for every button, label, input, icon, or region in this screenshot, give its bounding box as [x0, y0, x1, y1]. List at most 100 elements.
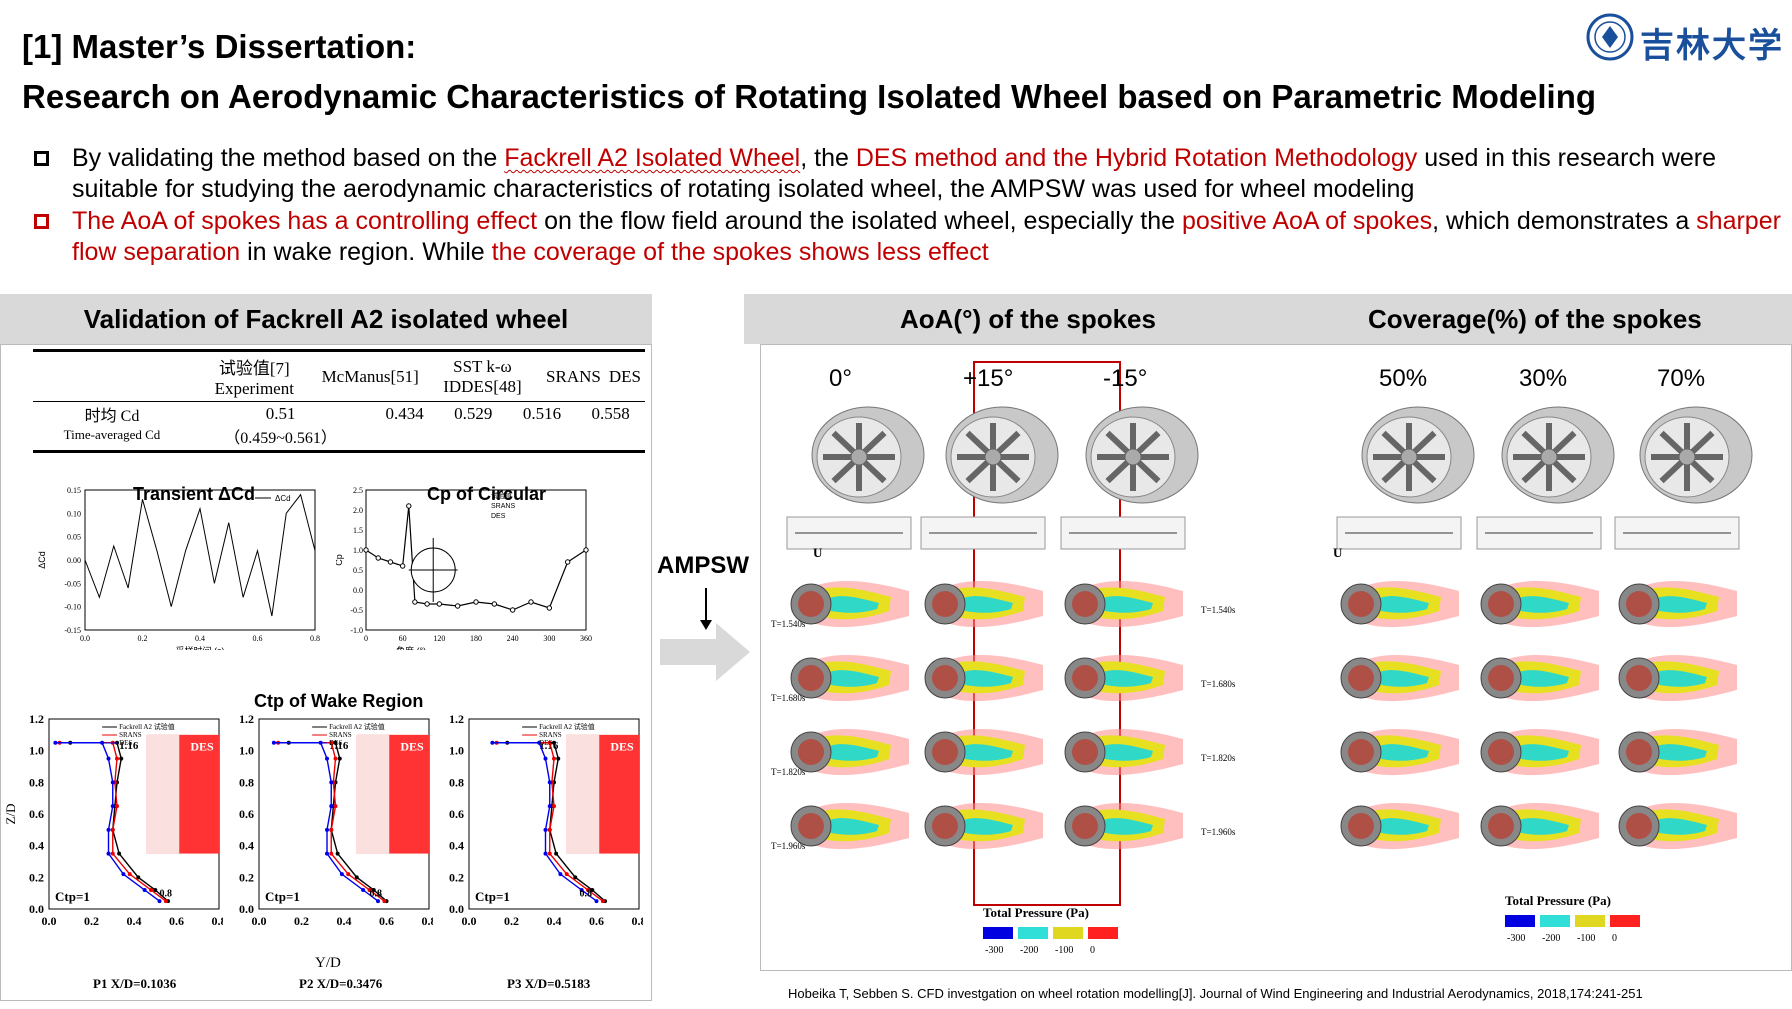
flow-region-cyan — [1649, 744, 1707, 761]
time-label: T=1.960s — [1201, 827, 1236, 837]
table-header: SRANS — [546, 366, 601, 386]
y-tick-label: 0.4 — [239, 839, 254, 853]
wheel-model — [1639, 406, 1753, 504]
column-label: -15° — [1103, 365, 1148, 392]
value-08-label: 0.8 — [580, 888, 593, 899]
x-tick-label: 0.4 — [195, 634, 205, 643]
coverage-heading: Coverage(%) of the spokes — [1368, 304, 1702, 334]
flow-region-cyan — [955, 670, 1013, 687]
legend-title: Total Pressure (Pa) — [1505, 893, 1611, 908]
flow-region-cyan — [1371, 744, 1429, 761]
data-point — [329, 740, 334, 745]
data-point — [509, 607, 516, 613]
data-point — [376, 899, 380, 904]
table-cell: 0.516 — [522, 404, 562, 423]
column-label: 0° — [829, 365, 852, 392]
wheel-inner — [798, 813, 824, 839]
wheel-inner — [1348, 739, 1374, 765]
wheel-inner — [932, 813, 958, 839]
legend-tick: -300 — [1507, 933, 1526, 944]
data-point — [547, 804, 552, 809]
series-line — [55, 742, 160, 902]
legend-swatch — [983, 927, 1013, 939]
wheel-inner — [1488, 591, 1514, 617]
x-tick-label: 0.8 — [310, 634, 320, 643]
data-point — [547, 740, 552, 745]
data-point — [594, 899, 599, 904]
flow-region-cyan — [1371, 596, 1429, 613]
data-point — [106, 827, 111, 832]
legend-label: SRANS — [539, 731, 562, 739]
legend-swatch — [1575, 915, 1605, 927]
y-tick-label: 0.0 — [29, 902, 44, 916]
citation: Hobeika T, Sebben S. CFD investgation on… — [788, 986, 1643, 1001]
series-line — [273, 742, 379, 902]
legend-swatch — [1505, 915, 1535, 927]
x-tick-label: 0.8 — [632, 914, 644, 928]
wheel-hub — [984, 448, 1002, 466]
wheel-hub — [1124, 448, 1142, 466]
x-tick-label: 0.4 — [547, 914, 562, 928]
transient-cd-chart: 0.15 0.10 0.05 0.00 -0.05 -0.10 -0.150.0 0.2 0.4… — [37, 486, 320, 650]
y-tick-label: 1.0 — [449, 744, 464, 758]
wheel-inner — [1626, 739, 1652, 765]
flow-field-image — [1340, 803, 1459, 850]
highlight-box — [973, 361, 1121, 906]
data-point — [382, 899, 387, 904]
time-label: T=1.960s — [771, 841, 806, 851]
value-08-label: 0.8 — [160, 888, 173, 899]
legend-label: Fackrell A2 试验值 — [539, 722, 595, 731]
data-point — [115, 756, 119, 761]
time-label: T=1.540s — [771, 619, 806, 629]
ctp-label: Ctp=1 — [475, 889, 510, 904]
title-line-2: Research on Aerodynamic Characteristics … — [22, 78, 1597, 115]
legend-label: Fackrell A2 试验值 — [119, 722, 175, 731]
x-axis-label: 角度 (°) — [396, 645, 426, 650]
y-tick-label: 2.5 — [353, 486, 363, 495]
x-tick-label: 0.8 — [212, 914, 224, 928]
seal-icon — [1586, 13, 1634, 61]
time-label: T=1.820s — [1201, 753, 1236, 763]
wheel-inner — [1072, 739, 1098, 765]
flow-region-cyan — [1095, 818, 1153, 835]
table-header: 试验值[7] Experiment — [214, 359, 294, 398]
data-point — [473, 599, 479, 605]
ctp-label: Ctp=1 — [265, 889, 300, 904]
x-tick-label: 0.2 — [84, 914, 99, 928]
y-tick-label: -1.0 — [350, 626, 363, 635]
legend-title: Total Pressure (Pa) — [983, 905, 1089, 920]
wheel-side-view — [1060, 516, 1186, 550]
data-point — [117, 851, 122, 856]
flow-region-cyan — [1511, 818, 1569, 835]
x-tick-label: 0 — [364, 634, 368, 643]
y-tick-label: 0.8 — [239, 775, 254, 789]
series-line — [278, 742, 385, 902]
x-tick-label: 0.6 — [169, 914, 184, 928]
flow-field-image — [924, 803, 1043, 850]
p2-label: P2 X/D=0.3476 — [299, 976, 383, 991]
legend-label: ΔCd — [275, 494, 291, 503]
bullet-1: By validating the method based on the Fa… — [34, 143, 1784, 205]
legend-tick: -200 — [1020, 945, 1039, 956]
wheel-inner — [932, 739, 958, 765]
wheel-model — [1085, 406, 1199, 504]
des-inset-label: DES — [400, 740, 424, 754]
legend-label: SRANS — [491, 503, 515, 510]
legend-label: Fackrell A2 试验值 — [329, 722, 385, 731]
data-point — [454, 603, 461, 609]
wheel-inner — [1626, 591, 1652, 617]
data-point — [586, 888, 590, 892]
data-point — [583, 547, 589, 553]
y-tick-label: -0.15 — [64, 626, 81, 635]
x-tick-label: 0.6 — [589, 914, 604, 928]
legend-tick: 0 — [1612, 933, 1617, 944]
chart-title-ctp: Ctp of Wake Region — [254, 691, 424, 711]
data-point — [375, 555, 381, 561]
table-cell: 0.434 — [385, 404, 424, 423]
flow-field-image — [790, 581, 909, 628]
down-arrow-icon — [700, 588, 712, 630]
wheel-inner — [798, 591, 824, 617]
column-label: +15° — [963, 365, 1014, 392]
legend-label: 试验值 — [491, 491, 512, 500]
